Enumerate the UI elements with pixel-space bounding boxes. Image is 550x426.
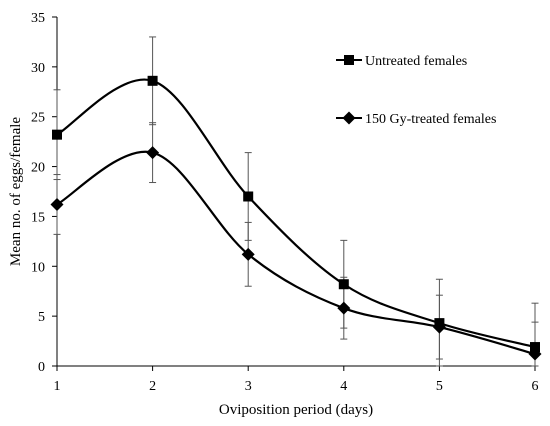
y-tick-label: 30 — [31, 61, 45, 76]
y-tick-label: 25 — [31, 111, 45, 126]
legend-marker — [344, 55, 354, 65]
y-axis-title: Mean no. of eggs/female — [8, 117, 24, 266]
data-point-series-1 — [338, 279, 349, 290]
y-tick-label: 0 — [38, 360, 45, 375]
x-tick-label: 3 — [245, 379, 252, 394]
legend: Untreated females 150 Gy-treated females — [336, 54, 496, 127]
data-point-series-1 — [530, 342, 540, 353]
x-tick-label: 5 — [436, 379, 443, 394]
legend-marker — [342, 111, 356, 125]
y-tick-label: 15 — [31, 210, 45, 225]
series-line-2 — [56, 150, 536, 356]
x-tick-label: 4 — [340, 379, 347, 394]
y-tick-label: 5 — [38, 310, 45, 325]
error-bars — [53, 36, 539, 367]
x-axis-title: Oviposition period (days) — [219, 402, 373, 418]
data-point-series-2 — [241, 247, 255, 261]
data-point-series-2 — [528, 347, 542, 361]
x-tick-label: 6 — [532, 379, 539, 394]
x-tick-label: 2 — [149, 379, 156, 394]
y-tick-label: 10 — [31, 260, 45, 275]
data-point-series-2 — [432, 320, 446, 334]
y-tick-label: 35 — [31, 11, 45, 26]
legend-label: 150 Gy-treated females — [365, 112, 496, 127]
data-point-series-2 — [146, 146, 160, 160]
series-markers — [50, 75, 542, 361]
data-point-series-1 — [52, 129, 62, 140]
data-point-series-1 — [147, 75, 158, 86]
legend-label: Untreated females — [365, 54, 467, 69]
data-point-series-2 — [50, 197, 64, 211]
data-point-series-1 — [243, 191, 254, 202]
chart-axes: 0 5 10 15 20 25 30 35 1 2 3 4 5 6 — [31, 11, 539, 394]
x-tick-label: 1 — [54, 379, 61, 394]
y-tick-label: 20 — [31, 161, 45, 176]
data-point-series-2 — [337, 301, 351, 315]
